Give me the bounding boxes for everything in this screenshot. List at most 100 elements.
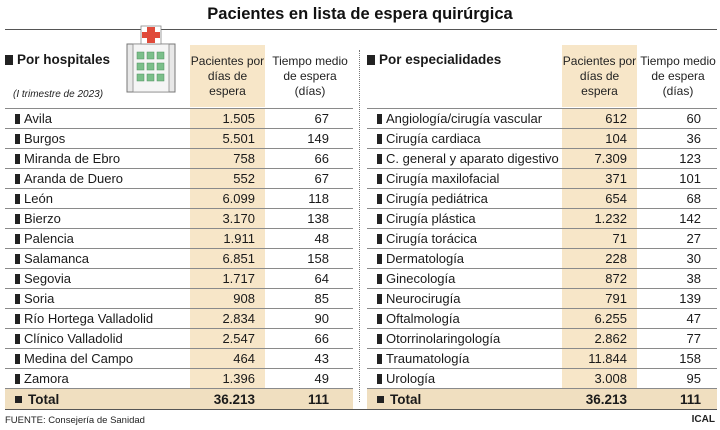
total-pacientes: 36.213 [585, 392, 627, 407]
row-name: León [5, 189, 53, 208]
row-name-text: Oftalmología [386, 311, 460, 326]
row-name: Cirugía maxilofacial [367, 169, 499, 188]
row-pacientes: 371 [562, 169, 637, 188]
row-name-text: Río Hortega Valladolid [24, 311, 154, 326]
row-pacientes: 6.099 [190, 189, 265, 208]
bullet-icon [377, 213, 382, 224]
row-name: Zamora [5, 369, 69, 388]
table-row: Medina del Campo 464 43 [5, 349, 353, 369]
row-pacientes: 552 [190, 169, 265, 188]
row-name: Clínico Valladolid [5, 329, 123, 348]
row-tiempo: 43 [314, 351, 329, 366]
row-name-text: Soria [24, 291, 55, 306]
hospitals-panel: Por hospitales (I trimestre de 2023) Pac… [5, 25, 353, 410]
table-row: Soria 908 85 [5, 289, 353, 309]
source-note: FUENTE: Consejería de Sanidad [5, 415, 145, 426]
col-pacientes-header: Pacientes por días de espera [562, 45, 637, 107]
row-name: Miranda de Ebro [5, 149, 120, 168]
table-row: Salamanca 6.851 158 [5, 249, 353, 269]
table-row: Palencia 1.911 48 [5, 229, 353, 249]
row-tiempo: 30 [686, 251, 701, 266]
row-pacientes: 791 [562, 289, 637, 308]
table-row: Avila 1.505 67 [5, 108, 353, 129]
panel-divider [359, 50, 360, 402]
table-row: Oftalmología 6.255 47 [367, 309, 717, 329]
total-label-text: Total [390, 392, 422, 407]
row-pacientes: 872 [562, 269, 637, 288]
row-tiempo: 38 [686, 271, 701, 286]
row-pacientes: 1.396 [190, 369, 265, 388]
total-pacientes: 36.213 [213, 392, 255, 407]
row-pacientes: 2.862 [562, 329, 637, 348]
row-tiempo: 123 [679, 151, 701, 166]
row-name-text: Avila [24, 111, 52, 126]
title-rule [5, 29, 717, 30]
row-pacientes: 908 [190, 289, 265, 308]
table-row: Otorrinolaringología 2.862 77 [367, 329, 717, 349]
row-name-text: C. general y aparato digestivo [386, 151, 559, 166]
row-name-text: Burgos [24, 131, 66, 146]
table-row: León 6.099 118 [5, 189, 353, 209]
heading-square-icon [367, 54, 375, 65]
bullet-icon [377, 273, 382, 284]
row-name-text: Segovia [24, 271, 71, 286]
row-name-text: Salamanca [24, 251, 90, 266]
row-tiempo: 49 [314, 371, 329, 386]
row-name: Neurocirugía [367, 289, 460, 308]
table-row: Ginecología 872 38 [367, 269, 717, 289]
table-row: Río Hortega Valladolid 2.834 90 [5, 309, 353, 329]
row-pacientes: 3.170 [190, 209, 265, 228]
bullet-icon [15, 233, 20, 244]
bullet-icon [377, 113, 382, 124]
table-row: Cirugía plástica 1.232 142 [367, 209, 717, 229]
row-name: Aranda de Duero [5, 169, 123, 188]
bullet-icon [15, 253, 20, 264]
row-tiempo: 27 [686, 231, 701, 246]
row-pacientes: 654 [562, 189, 637, 208]
table-row: Urología 3.008 95 [367, 369, 717, 389]
row-pacientes: 7.309 [562, 149, 637, 168]
heading-square-icon [5, 54, 13, 65]
bullet-icon [377, 153, 382, 164]
row-name: Oftalmología [367, 309, 460, 328]
row-name: Cirugía plástica [367, 209, 476, 228]
table-row: Segovia 1.717 64 [5, 269, 353, 289]
row-tiempo: 142 [679, 211, 701, 226]
row-name-text: Cirugía pediátrica [386, 191, 488, 206]
table-row: Traumatología 11.844 158 [367, 349, 717, 369]
bullet-icon [15, 273, 20, 284]
table-row: Burgos 5.501 149 [5, 129, 353, 149]
row-tiempo: 149 [307, 131, 329, 146]
bullet-icon [377, 353, 382, 364]
row-pacientes: 6.255 [562, 309, 637, 328]
row-pacientes: 71 [562, 229, 637, 248]
row-name: Burgos [5, 129, 65, 148]
row-name: Urología [367, 369, 435, 388]
row-pacientes: 758 [190, 149, 265, 168]
row-name: Río Hortega Valladolid [5, 309, 153, 328]
bullet-icon [15, 193, 20, 204]
row-name-text: Urología [386, 371, 436, 386]
row-tiempo: 118 [308, 191, 329, 206]
bullet-icon [377, 253, 382, 264]
bullet-icon [15, 293, 20, 304]
row-name-text: Cirugía cardiaca [386, 131, 481, 146]
bullet-icon [15, 153, 20, 164]
row-name-text: Otorrinolaringología [386, 331, 501, 346]
table-row: Clínico Valladolid 2.547 66 [5, 329, 353, 349]
row-tiempo: 64 [314, 271, 329, 286]
hospitals-heading: Por hospitales [5, 52, 110, 67]
table-row: Zamora 1.396 49 [5, 369, 353, 389]
table-row: Neurocirugía 791 139 [367, 289, 717, 309]
row-name: Segovia [5, 269, 71, 288]
row-name-text: Aranda de Duero [24, 171, 124, 186]
table-row: Angiología/cirugía vascular 612 60 [367, 108, 717, 129]
row-name: Traumatología [367, 349, 469, 368]
bullet-icon [377, 133, 382, 144]
total-row: Total 36.213 111 [367, 389, 717, 410]
row-pacientes: 1.717 [190, 269, 265, 288]
row-name: Avila [5, 109, 52, 128]
row-name: Palencia [5, 229, 74, 248]
row-tiempo: 47 [686, 311, 701, 326]
col-tiempo-header: Tiempo medio de espera (días) [272, 53, 348, 98]
